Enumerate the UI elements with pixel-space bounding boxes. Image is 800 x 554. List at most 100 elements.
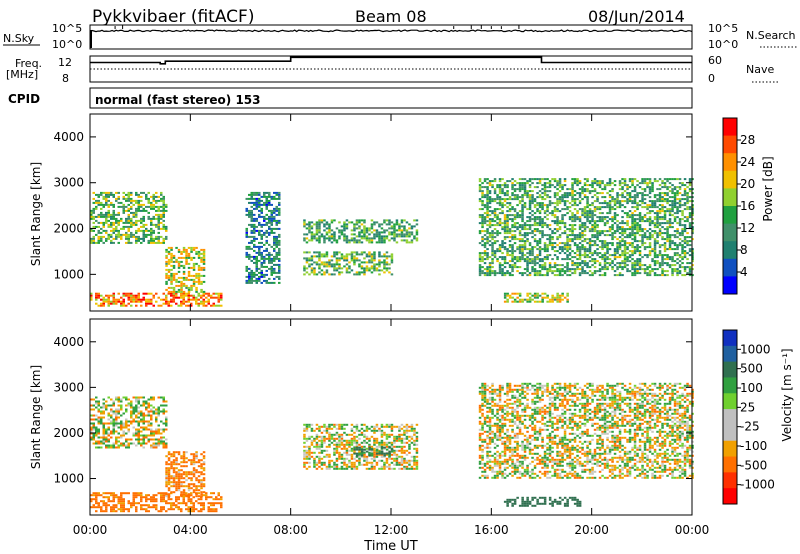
data-cell [578,254,582,257]
data-cell [591,220,594,223]
data-cell [603,186,607,189]
data-cell [265,239,268,242]
data-cell [576,198,579,201]
data-cell [150,229,153,232]
data-cell [110,241,113,244]
data-cell [112,500,115,503]
data-cell [673,254,677,257]
data-cell [651,200,654,203]
nsky-label: N.Sky [3,32,35,45]
data-cell [365,255,369,258]
data-cell [92,506,95,509]
data-cell [511,268,514,271]
data-cell [633,268,637,271]
data-cell [636,196,639,199]
data-cell [200,260,203,263]
data-cell [150,418,153,421]
data-cell [571,188,574,191]
data-cell [110,422,113,425]
data-cell [130,442,133,445]
data-cell [260,255,263,258]
data-cell [245,233,248,236]
data-cell [521,182,524,185]
data-cell [368,239,371,242]
data-cell [112,410,115,413]
data-cell [137,300,140,303]
data-cell [313,235,316,238]
data-cell [493,236,497,239]
data-cell [175,278,178,281]
data-cell [561,186,564,189]
data-cell [170,256,173,259]
data-cell [120,201,123,204]
data-cell [102,223,105,226]
data-cell [308,227,311,230]
data-cell [688,214,692,217]
data-cell [253,193,256,196]
data-cell [270,213,273,216]
data-cell [318,271,321,274]
data-cell [681,194,684,197]
data-cell [518,182,522,185]
data-cell [408,235,411,238]
data-cell [195,246,198,249]
data-cell [255,259,258,262]
data-cell [373,259,376,262]
data-cell [491,250,494,253]
data-cell [523,234,527,237]
data-cell [137,199,140,202]
data-cell [160,217,163,220]
data-cell [278,201,281,204]
data-cell [636,202,639,205]
data-cell [643,178,647,181]
data-cell [380,255,384,258]
colorbar-swatch [723,170,737,189]
data-cell [638,204,642,207]
data-cell [383,241,386,244]
data-cell [338,263,341,266]
data-cell [245,213,248,216]
data-cell [165,467,168,470]
data-cell [561,214,564,217]
data-cell [548,200,552,203]
data-cell [621,188,624,191]
data-cell [122,432,125,435]
data-cell [140,430,143,433]
data-cell [250,239,253,242]
data-cell [568,270,572,273]
data-cell [608,258,612,261]
data-cell [486,198,489,201]
data-cell [97,201,100,204]
data-cell [207,496,210,499]
data-cell [551,220,554,223]
data-cell [528,272,532,275]
data-cell [170,506,173,509]
data-cell [668,190,672,193]
data-cell [378,235,381,238]
data-cell [661,274,664,277]
data-cell [345,241,349,244]
data-cell [120,296,123,299]
data-cell [180,300,183,303]
data-cell [653,250,657,253]
data-cell [102,502,105,505]
data-cell [601,274,604,277]
data-cell [608,194,612,197]
data-cell [523,246,527,249]
data-cell [523,188,527,191]
data-cell [673,194,677,197]
data-cell [541,236,544,239]
data-cell [673,212,677,215]
data-cell [603,272,607,275]
data-cell [117,205,120,208]
data-cell [90,414,93,417]
data-cell [688,268,692,271]
data-cell [511,186,514,189]
data-cell [360,267,364,270]
data-cell [258,249,261,252]
data-cell [641,202,644,205]
data-cell [593,194,597,197]
data-cell [248,197,251,200]
data-cell [651,270,654,273]
data-cell [140,492,143,495]
